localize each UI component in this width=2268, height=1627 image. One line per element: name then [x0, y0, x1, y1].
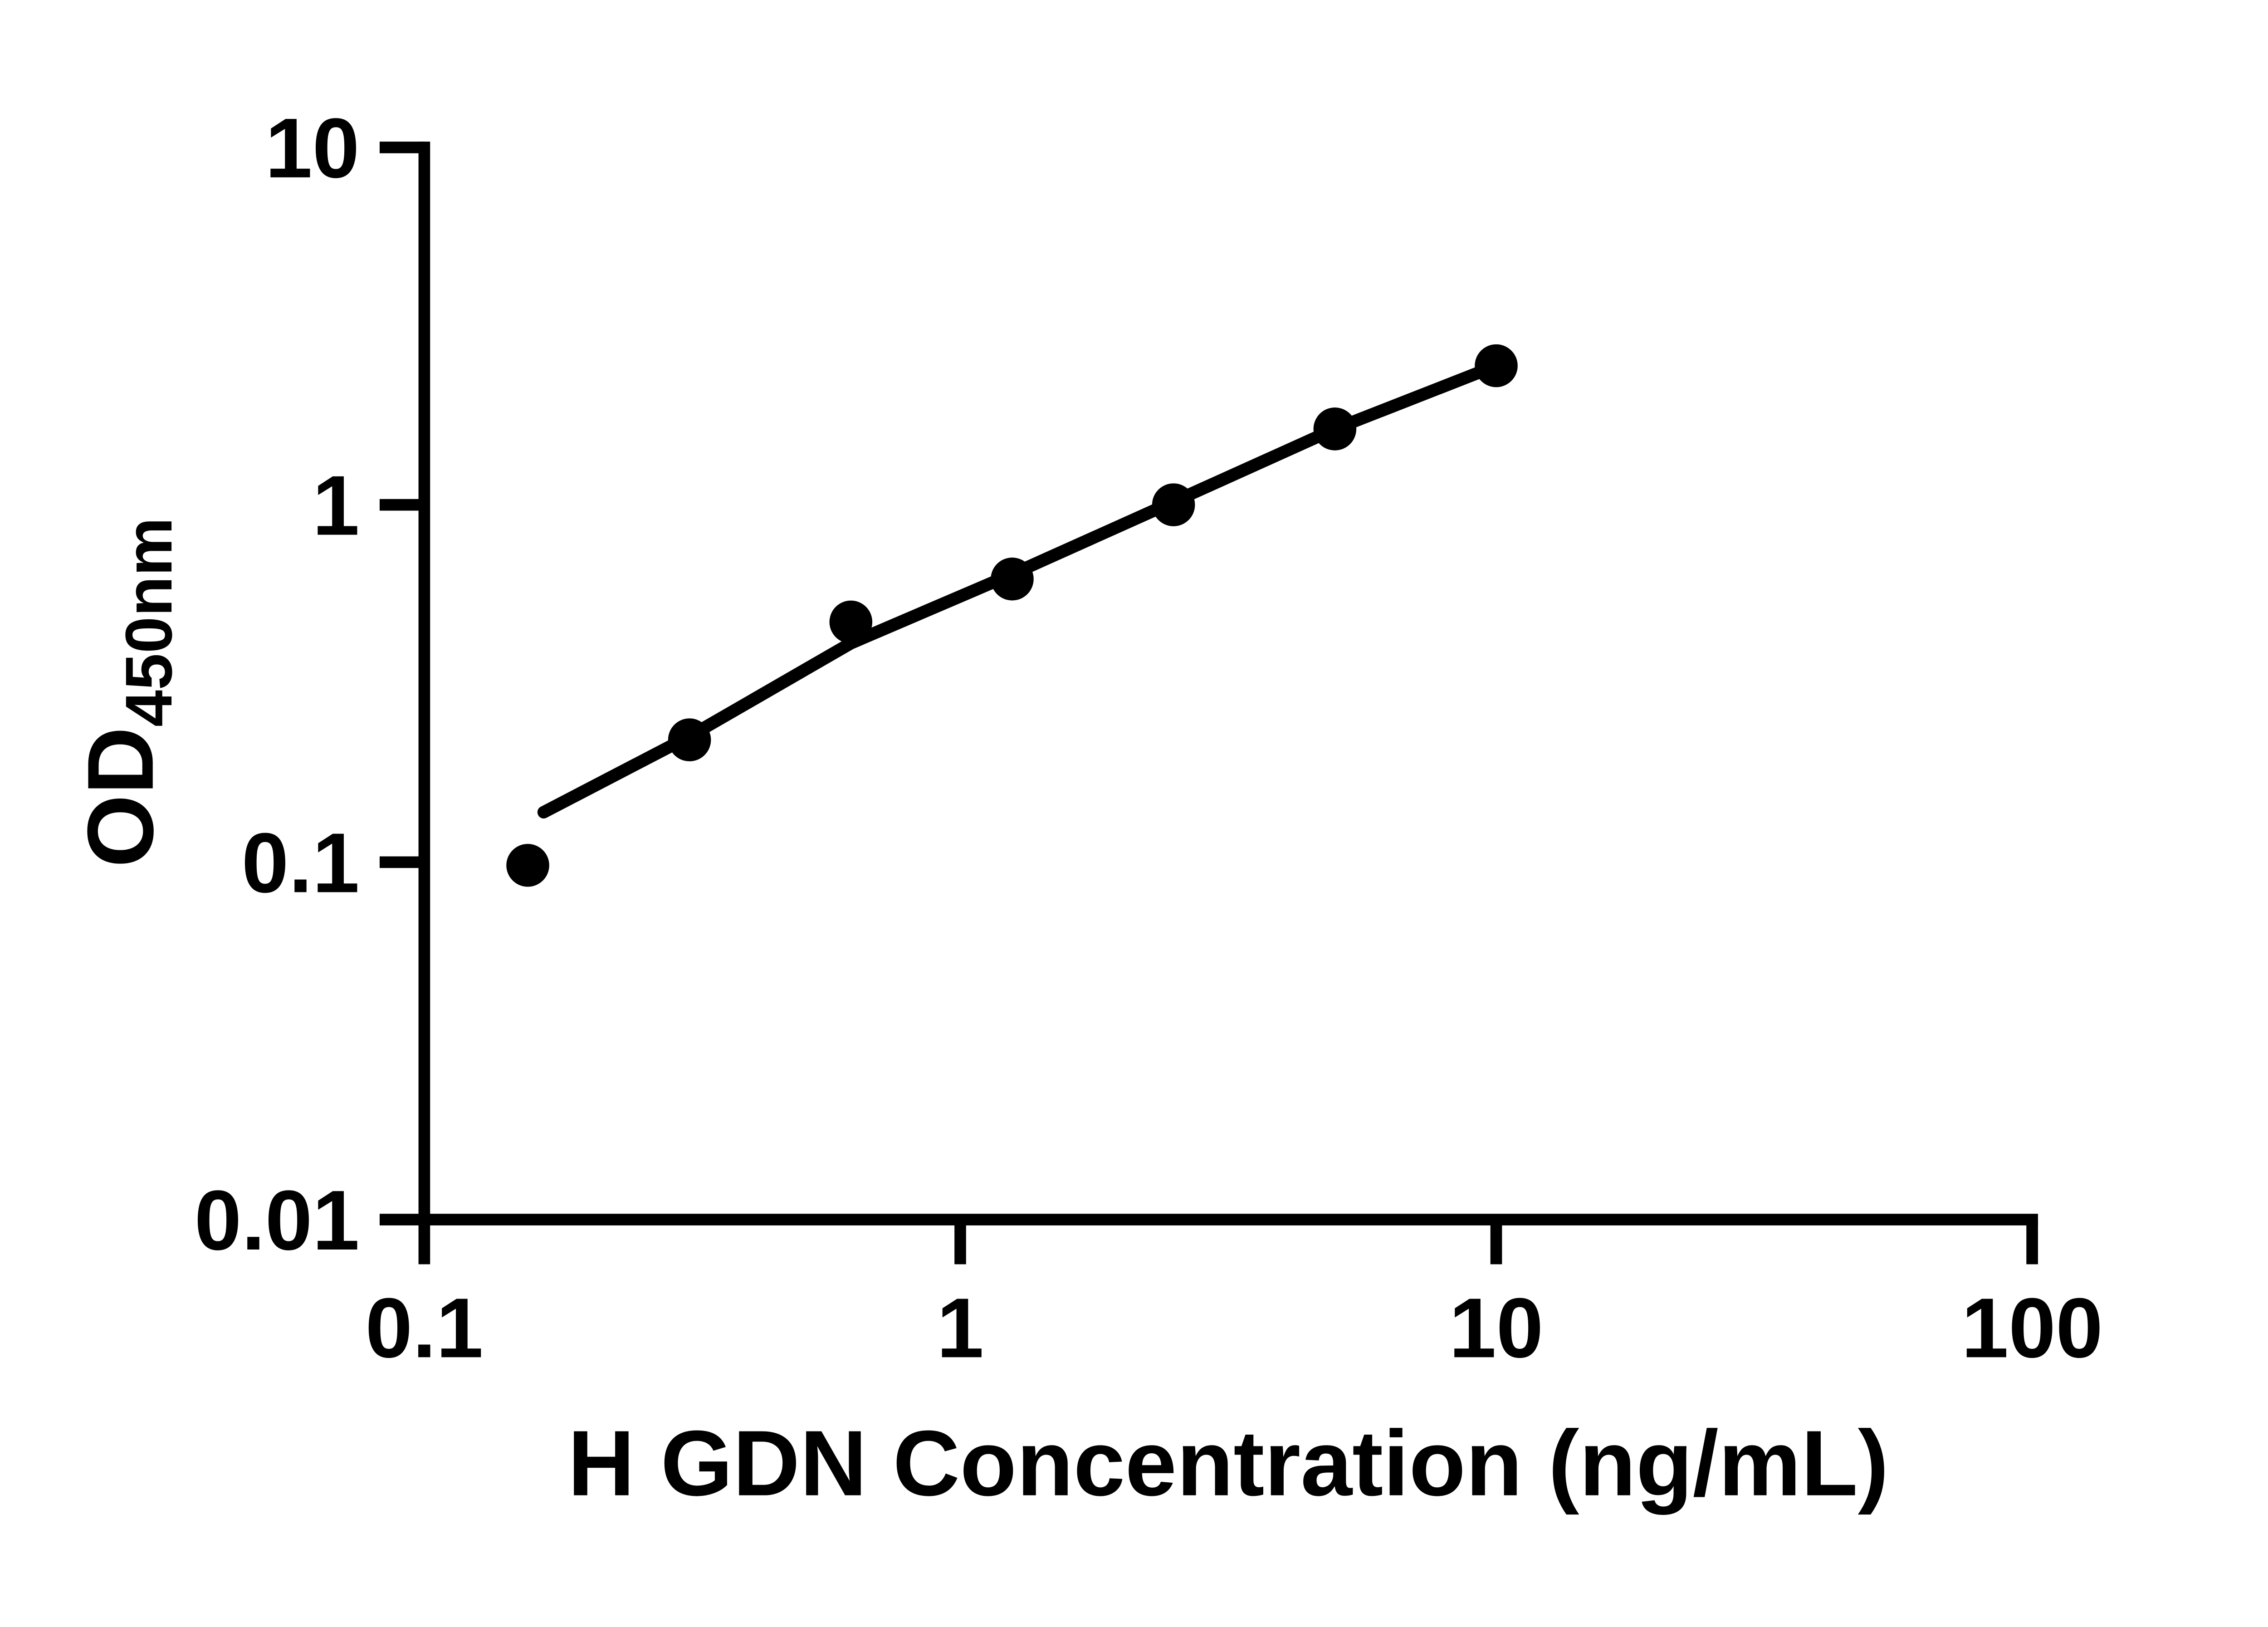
y-tick-label: 10	[265, 101, 360, 196]
y-tick-label: 0.01	[195, 1173, 360, 1268]
y-tick-label: 1	[313, 458, 360, 553]
data-point	[506, 843, 549, 887]
axes	[418, 142, 2038, 1225]
plot-series	[506, 344, 1518, 887]
x-axis-title: H GDN Concentration (ng/mL)	[568, 1412, 1889, 1515]
x-tick-label: 10	[1449, 1280, 1543, 1375]
x-tick-label: 1	[937, 1280, 984, 1375]
x-tick-label: 100	[1961, 1280, 2103, 1375]
y-tick-label: 0.1	[242, 815, 360, 910]
tick-marks	[379, 142, 2038, 1264]
fit-line	[537, 359, 1503, 818]
y-axis-title-main-text: OD	[68, 727, 173, 867]
x-tick-label: 0.1	[365, 1280, 483, 1375]
y-axis-title-group: OD450nm	[68, 517, 186, 867]
y-axis-title-subscript: 450nm	[112, 517, 186, 727]
y-axis-title: OD450nm	[68, 517, 186, 867]
